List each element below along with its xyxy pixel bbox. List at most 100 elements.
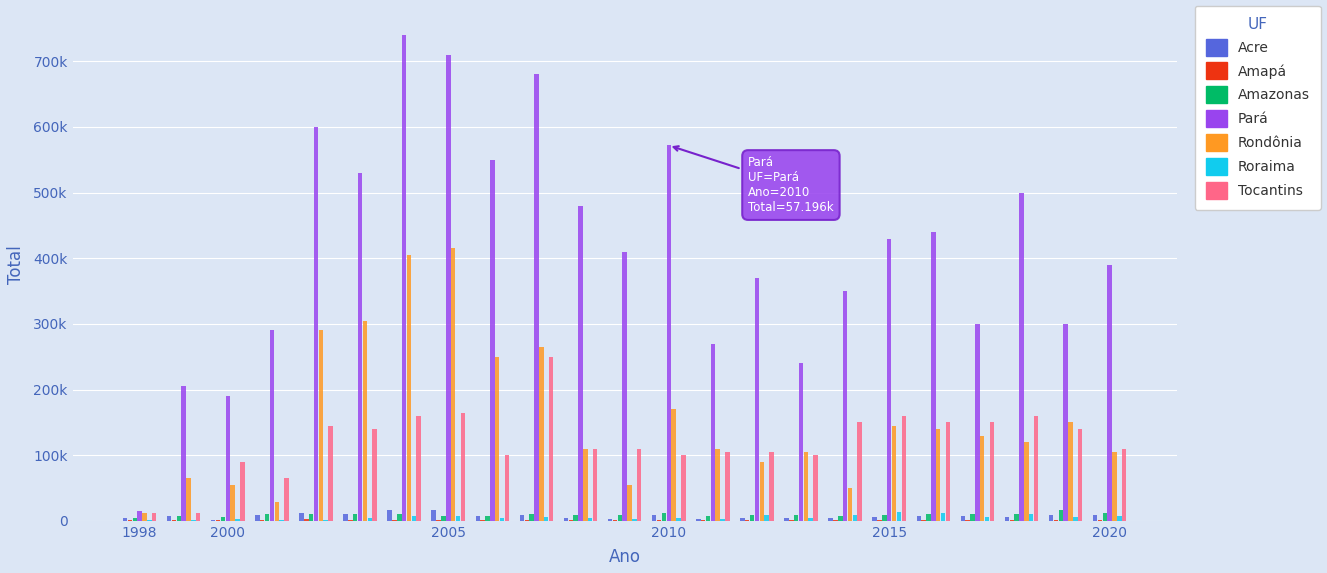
- Bar: [677, 517, 681, 521]
- Bar: [926, 513, 930, 521]
- Bar: [759, 462, 764, 521]
- Bar: [1028, 513, 1034, 521]
- Bar: [662, 513, 666, 521]
- Bar: [804, 452, 808, 521]
- Bar: [1014, 513, 1019, 521]
- Bar: [917, 516, 921, 521]
- Bar: [579, 206, 583, 521]
- Bar: [318, 331, 322, 521]
- Bar: [1005, 517, 1010, 521]
- Bar: [588, 517, 592, 521]
- Bar: [186, 478, 191, 521]
- Bar: [848, 488, 852, 521]
- Bar: [1078, 429, 1083, 521]
- Bar: [490, 160, 495, 521]
- Bar: [486, 516, 490, 521]
- Bar: [1117, 516, 1121, 521]
- Bar: [666, 146, 671, 521]
- Bar: [417, 416, 421, 521]
- Bar: [1112, 452, 1117, 521]
- Bar: [843, 291, 848, 521]
- Bar: [583, 449, 588, 521]
- Bar: [275, 502, 279, 521]
- Bar: [799, 363, 803, 521]
- Bar: [475, 516, 480, 521]
- Bar: [1019, 193, 1023, 521]
- Bar: [764, 515, 768, 521]
- Bar: [226, 396, 230, 521]
- Bar: [857, 422, 863, 521]
- Bar: [1068, 422, 1072, 521]
- Bar: [725, 452, 730, 521]
- Bar: [852, 515, 857, 521]
- Bar: [941, 513, 945, 521]
- Bar: [1054, 520, 1058, 521]
- Bar: [123, 517, 127, 521]
- Bar: [813, 455, 817, 521]
- Bar: [932, 232, 936, 521]
- Bar: [167, 516, 171, 521]
- Bar: [1097, 520, 1103, 521]
- Bar: [839, 516, 843, 521]
- Bar: [549, 357, 553, 521]
- Bar: [151, 513, 157, 521]
- Bar: [407, 255, 411, 521]
- Bar: [171, 520, 176, 521]
- Bar: [437, 520, 441, 521]
- Bar: [353, 515, 357, 521]
- Bar: [622, 252, 626, 521]
- Bar: [358, 173, 362, 521]
- Bar: [970, 513, 975, 521]
- Bar: [882, 515, 886, 521]
- Bar: [755, 278, 759, 521]
- Bar: [715, 449, 721, 521]
- Bar: [1063, 324, 1068, 521]
- Bar: [451, 249, 455, 521]
- Bar: [828, 518, 833, 521]
- Bar: [1059, 510, 1063, 521]
- Bar: [431, 511, 437, 521]
- Bar: [961, 516, 965, 521]
- Bar: [892, 426, 896, 521]
- Bar: [617, 515, 622, 521]
- Bar: [613, 520, 617, 521]
- Bar: [460, 413, 464, 521]
- Bar: [981, 435, 985, 521]
- Bar: [985, 517, 990, 521]
- Bar: [1103, 513, 1107, 521]
- Bar: [975, 324, 979, 521]
- Bar: [235, 519, 240, 521]
- X-axis label: Ano: Ano: [609, 548, 641, 566]
- Legend: Acre, Amapá, Amazonas, Pará, Rondônia, Roraima, Tocantins: Acre, Amapá, Amazonas, Pará, Rondônia, R…: [1194, 6, 1320, 210]
- Bar: [142, 513, 147, 521]
- Bar: [387, 511, 391, 521]
- Bar: [362, 321, 368, 521]
- Bar: [886, 238, 892, 521]
- Bar: [790, 520, 794, 521]
- Bar: [808, 517, 813, 521]
- Bar: [211, 520, 215, 521]
- Bar: [216, 520, 220, 521]
- Bar: [794, 515, 799, 521]
- Y-axis label: Total: Total: [7, 245, 25, 284]
- Bar: [176, 516, 180, 521]
- Bar: [313, 127, 318, 521]
- Bar: [706, 516, 710, 521]
- Bar: [681, 455, 686, 521]
- Bar: [393, 520, 397, 521]
- Bar: [524, 520, 529, 521]
- Bar: [529, 513, 533, 521]
- Bar: [133, 517, 137, 521]
- Bar: [520, 515, 524, 521]
- Bar: [495, 357, 499, 521]
- Bar: [220, 517, 226, 521]
- Text: Pará
UF=Pará
Ano=2010
Total=57.196k: Pará UF=Pará Ano=2010 Total=57.196k: [674, 146, 833, 214]
- Bar: [240, 462, 244, 521]
- Bar: [344, 513, 348, 521]
- Bar: [299, 513, 304, 521]
- Bar: [304, 519, 308, 521]
- Bar: [500, 517, 504, 521]
- Bar: [632, 519, 637, 521]
- Bar: [402, 35, 406, 521]
- Bar: [750, 515, 754, 521]
